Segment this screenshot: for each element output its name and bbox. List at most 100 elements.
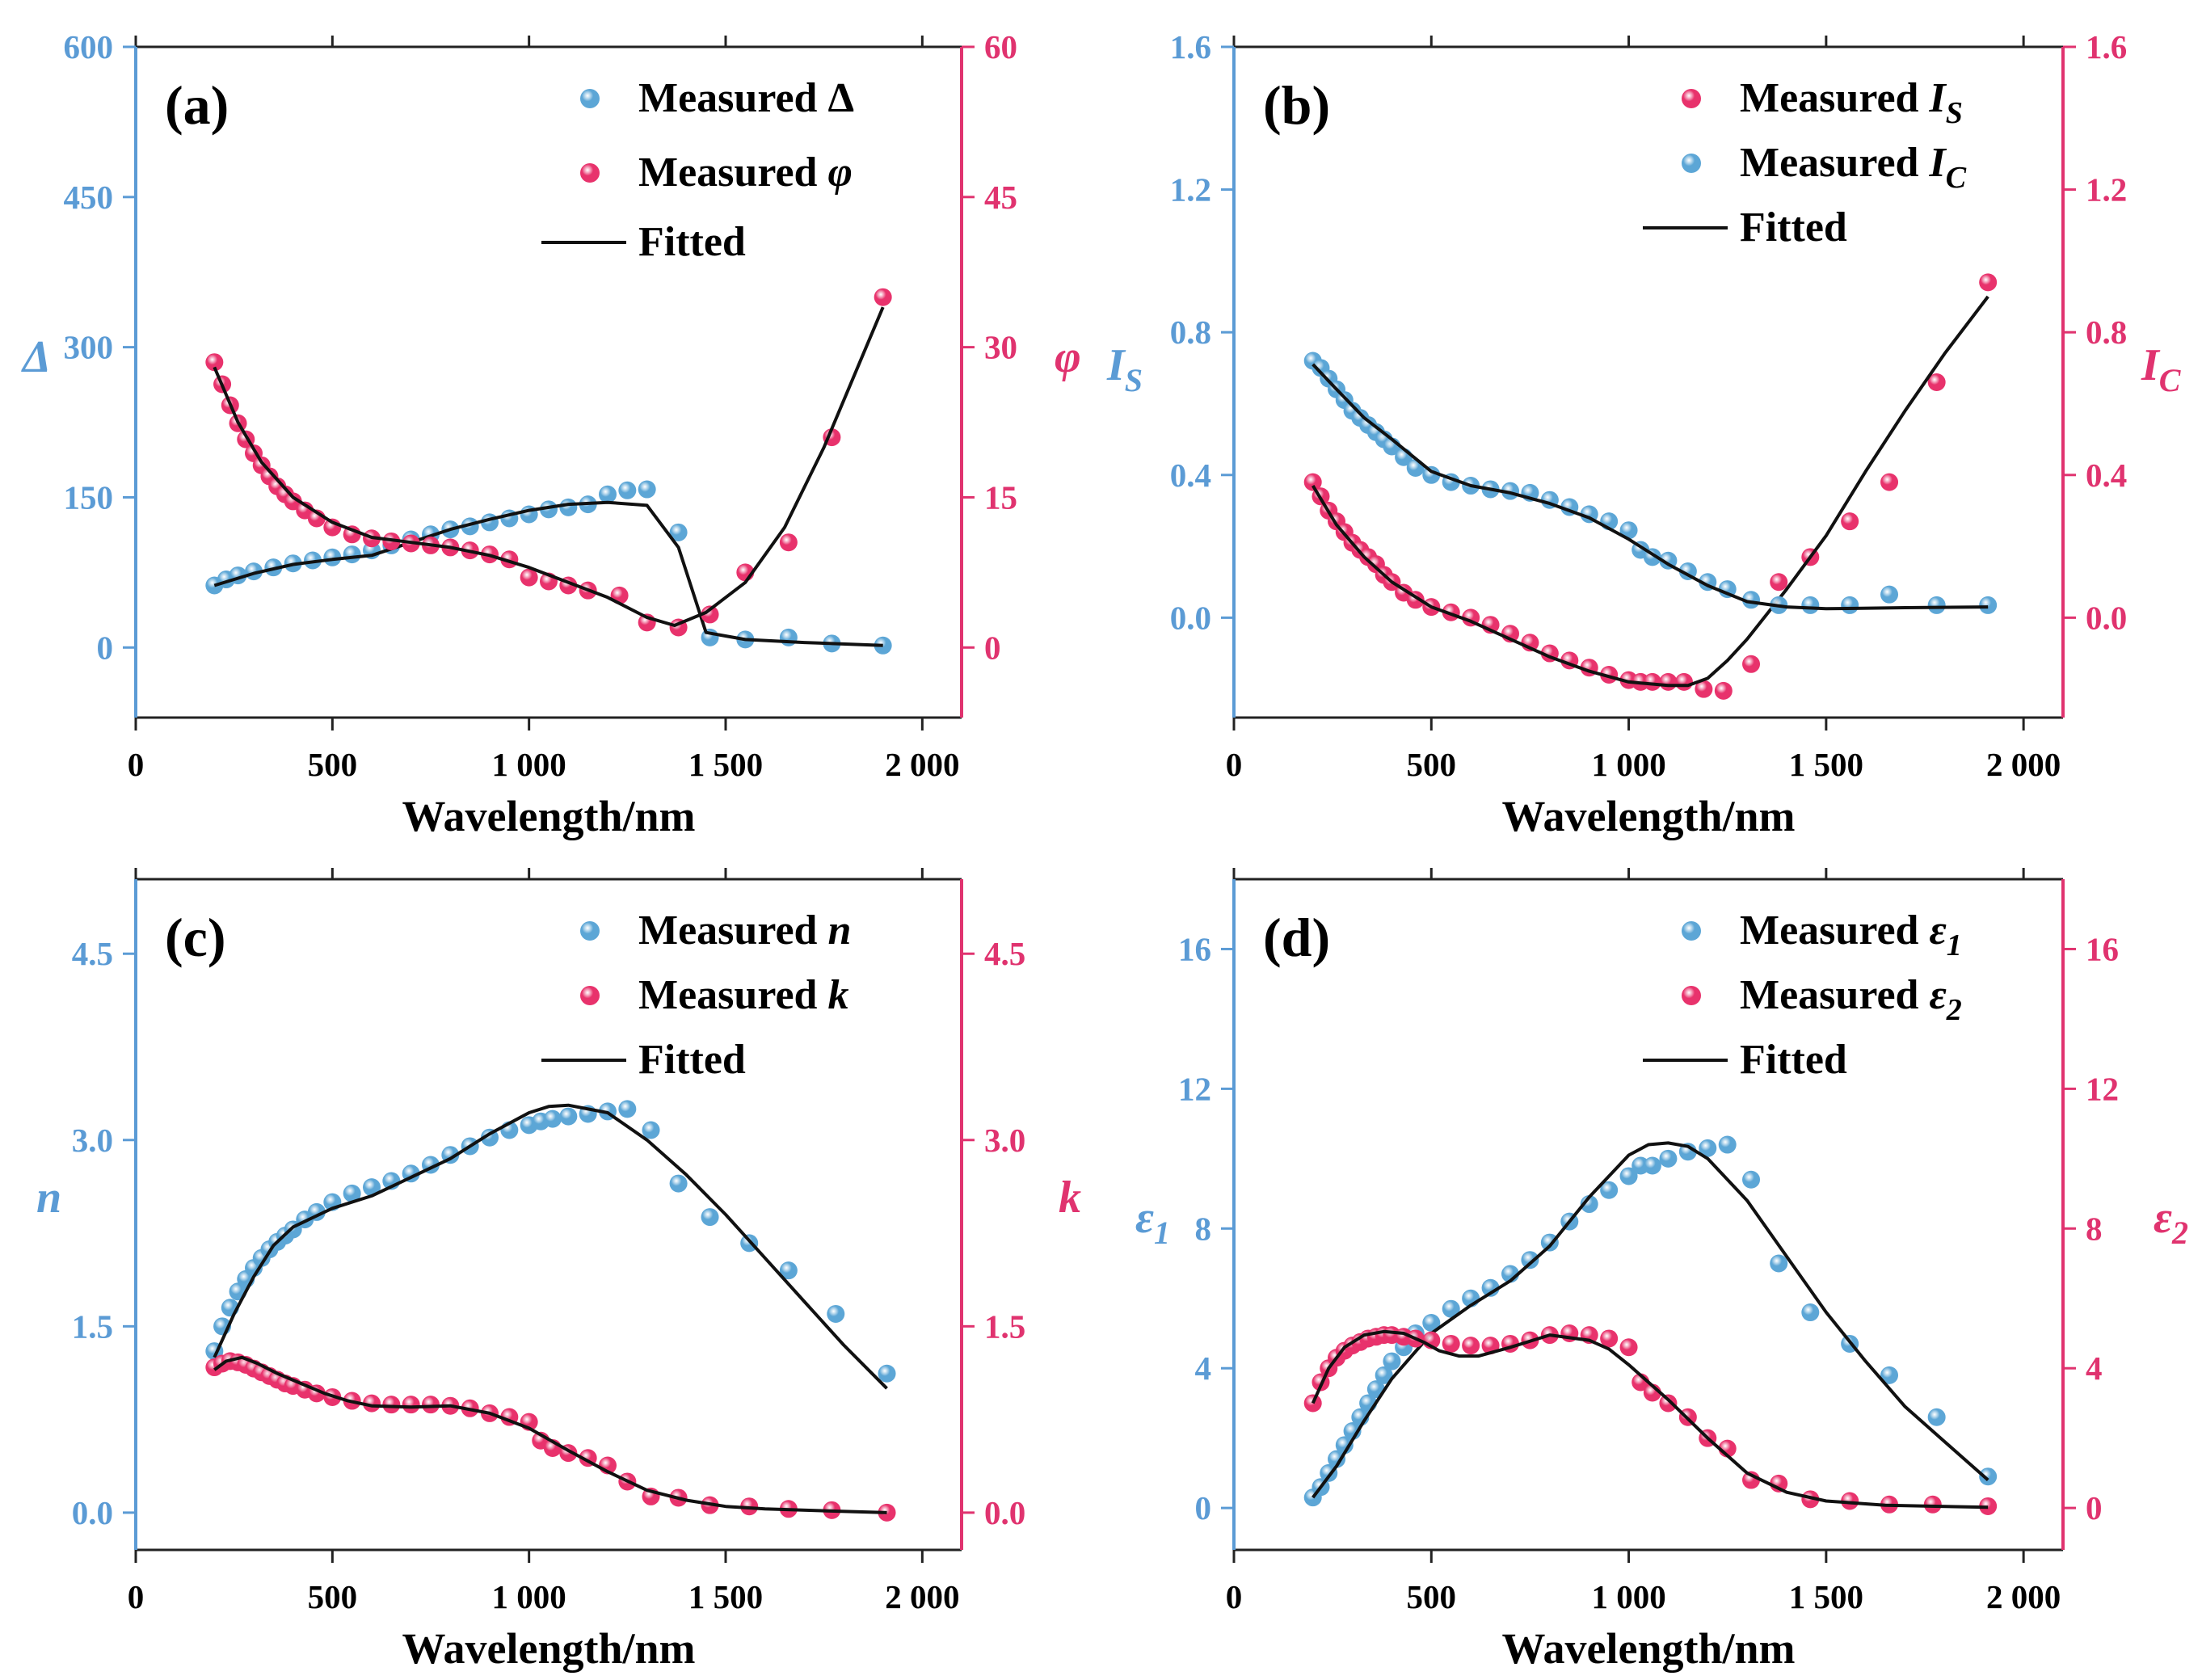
x-tick-label: 1 500 xyxy=(688,746,763,783)
x-tick-label: 1 000 xyxy=(492,1578,566,1615)
data-point-blue xyxy=(1619,1167,1638,1185)
data-point-blue xyxy=(618,1100,637,1118)
x-axis-label: Wavelength/nm xyxy=(402,792,695,840)
data-point-blue xyxy=(1442,1299,1460,1318)
legend-entry: Fitted xyxy=(638,1037,746,1083)
data-point-pink xyxy=(1303,473,1322,491)
legend-marker-pink xyxy=(580,986,600,1005)
legend-entry-text: Measured xyxy=(638,972,827,1018)
data-point-blue xyxy=(323,548,342,566)
legend-entry: Measured k xyxy=(638,972,848,1018)
x-tick-label: 0 xyxy=(128,746,145,783)
y-right-tick-label: 15 xyxy=(984,478,1017,516)
data-point-blue xyxy=(1619,521,1638,540)
legend-entry-text: Measured xyxy=(638,149,827,196)
legend-marker-blue xyxy=(1682,921,1701,941)
legend-entry-symbol: φ xyxy=(827,149,852,196)
fitted-curve-1 xyxy=(213,500,883,647)
panel-label: (d) xyxy=(1263,907,1330,968)
data-point-pink xyxy=(874,288,892,306)
data-point-blue xyxy=(1927,596,1946,614)
panel-c: 0 500 1 000 1 500 2 000 Wavelength/nm 0.0 1.5 3.… xyxy=(36,868,1081,1673)
legend-marker-blue xyxy=(1682,154,1701,173)
x-tick-label: 2 000 xyxy=(1986,746,2061,783)
x-tick-label: 1 500 xyxy=(1789,746,1863,783)
data-point-pink xyxy=(1770,573,1788,592)
y-left-tick-label: 0.0 xyxy=(72,1494,113,1531)
y-left-label-main: I xyxy=(1106,340,1126,390)
data-point-blue xyxy=(559,1107,578,1126)
data-point-blue xyxy=(1643,1156,1661,1175)
data-point-blue xyxy=(642,1121,660,1139)
legend-entry: Measured n xyxy=(638,907,851,954)
data-point-pink xyxy=(402,1396,420,1414)
y-left-tick-label: 3.0 xyxy=(72,1122,113,1159)
y-left-label: Δ xyxy=(21,332,51,382)
y-right-tick-label: 0 xyxy=(2086,1489,2103,1526)
y-left-label: IS xyxy=(1106,340,1143,398)
data-point-blue xyxy=(779,1261,798,1280)
legend-entry-subscript: 2 xyxy=(1946,993,1962,1027)
x-axis-label: Wavelength/nm xyxy=(402,1624,695,1673)
y-left-tick-label: 4.5 xyxy=(72,935,113,972)
data-point-blue xyxy=(1383,1352,1401,1371)
legend-entry: Measured IC xyxy=(1740,140,1967,195)
panel-b: 0 500 1 000 1 500 2 000 Wavelength/nm 0.0 0.4 0.… xyxy=(1106,28,2182,840)
data-point-pink xyxy=(1923,1495,1942,1514)
y-right-tick-label: 1.2 xyxy=(2086,171,2127,208)
y-left-tick-label: 16 xyxy=(1178,930,1211,967)
data-point-pink xyxy=(1979,273,1998,292)
x-tick-label: 500 xyxy=(1407,1578,1457,1615)
legend-entry-subscript: S xyxy=(1946,96,1963,130)
data-point-blue xyxy=(1770,1254,1788,1273)
data-point-pink xyxy=(1880,473,1899,491)
legend-entry-subscript: C xyxy=(1946,161,1967,195)
data-point-blue xyxy=(1718,580,1737,599)
x-tick-label: 0 xyxy=(1226,746,1243,783)
legend-marker-blue xyxy=(580,89,600,108)
y-left-tick-label: 12 xyxy=(1178,1070,1211,1107)
data-point-pink xyxy=(205,353,224,372)
data-point-blue xyxy=(363,1178,381,1197)
y-right-tick-label: 30 xyxy=(984,329,1017,366)
y-right-tick-label: 8 xyxy=(2086,1210,2103,1247)
legend-marker-pink xyxy=(580,163,600,183)
data-point-pink xyxy=(701,605,719,624)
data-point-blue xyxy=(701,1208,719,1227)
y-right-tick-label: 3.0 xyxy=(984,1122,1025,1159)
data-point-blue xyxy=(779,628,798,646)
panel-a: 0 500 1 000 1 500 2 000Wavelength/nm01503004… xyxy=(21,28,1081,840)
data-point-blue xyxy=(1742,1170,1761,1189)
y-right-tick-label: 1.6 xyxy=(2086,28,2127,65)
legend-entry-text: Measured xyxy=(1740,972,1929,1018)
data-point-pink xyxy=(1462,1337,1480,1355)
data-point-blue xyxy=(1659,1149,1678,1168)
data-point-pink xyxy=(1801,1490,1820,1509)
x-tick-label: 1 000 xyxy=(1591,1578,1665,1615)
data-point-blue xyxy=(1422,465,1441,484)
y-right-tick-label: 0.4 xyxy=(2086,457,2127,494)
legend-entry-symbol: Δ xyxy=(827,75,854,121)
data-point-pink xyxy=(1841,512,1859,531)
fitted-curve-1 xyxy=(1311,295,1989,688)
y-right-tick-label: 4 xyxy=(2086,1349,2103,1387)
data-point-blue xyxy=(559,498,578,516)
data-point-blue xyxy=(638,480,656,499)
x-tick-label: 1 500 xyxy=(688,1578,763,1615)
data-point-pink xyxy=(363,1394,381,1413)
y-right-label: φ xyxy=(1055,332,1081,382)
y-right-tick-label: 16 xyxy=(2086,930,2119,967)
x-tick-label: 2 000 xyxy=(885,746,959,783)
data-point-blue xyxy=(1841,596,1859,614)
y-left-label-subscript: S xyxy=(1125,362,1143,398)
data-point-blue xyxy=(1335,1436,1354,1455)
data-point-blue xyxy=(1801,596,1820,614)
data-point-blue xyxy=(827,1304,845,1323)
data-point-pink xyxy=(878,1503,896,1522)
legend-entry: Measured ε1 xyxy=(1740,907,1962,962)
y-left-tick-label: 600 xyxy=(64,28,114,65)
legend-entry: Fitted xyxy=(1740,204,1847,251)
data-point-blue xyxy=(1979,596,1998,614)
legend-entry-symbol: k xyxy=(827,972,848,1018)
